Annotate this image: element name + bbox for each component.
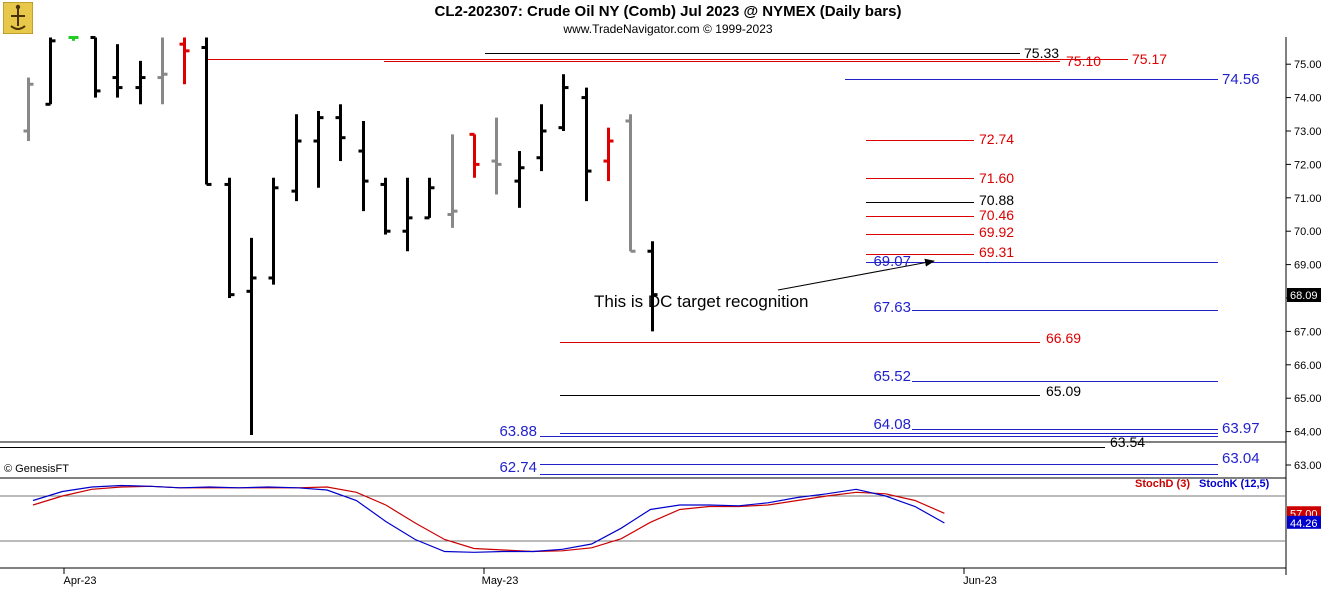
level-label: 71.60	[979, 170, 1014, 186]
price-bar	[224, 177, 235, 298]
level-label: 75.10	[1066, 53, 1101, 69]
price-bar	[514, 151, 525, 208]
level-label: 63.97	[1222, 420, 1260, 437]
y-tick-label: 70.00	[1294, 226, 1322, 238]
trade-navigator-logo	[3, 2, 33, 34]
price-bar	[581, 87, 592, 202]
y-tick-label: 74.00	[1294, 93, 1322, 105]
stochk-value-label: 44.26	[1290, 518, 1318, 530]
level-label: 63.54	[1110, 434, 1145, 450]
y-tick-label: 72.00	[1294, 159, 1322, 171]
price-bar	[23, 77, 34, 142]
y-tick-label: 65.00	[1294, 393, 1322, 405]
price-bar	[335, 104, 346, 162]
level-label: 70.88	[979, 192, 1014, 208]
level-label: 75.33	[1024, 45, 1059, 61]
price-bar	[625, 114, 636, 253]
legend-stochk: StochK (12,5)	[1199, 478, 1270, 490]
price-bar	[647, 241, 658, 332]
price-bar	[558, 74, 569, 131]
chart-subtitle: www.TradeNavigator.com © 1999-2023	[563, 22, 773, 36]
level-label: 65.52	[873, 368, 911, 385]
stochk-value-box	[1287, 515, 1321, 529]
target-levels: 75.33 75.10 75.17 74.56 72.74 71.60 70.8870.46…	[0, 45, 1260, 476]
y-tick-label: 67.00	[1294, 326, 1322, 338]
price-bar	[179, 37, 190, 85]
level-label: 75.17	[1132, 51, 1167, 67]
legend-stochd: StochD (3)	[1135, 478, 1190, 490]
price-bar	[469, 132, 480, 178]
annotation-text: This is DC target recognition	[594, 292, 808, 311]
price-bar	[157, 37, 168, 105]
price-bar	[536, 104, 547, 172]
level-label: 67.63	[873, 299, 911, 316]
price-bar	[380, 177, 391, 235]
last-price-box	[1287, 287, 1321, 302]
x-tick-label: May-23	[482, 575, 519, 587]
level-label: 70.46	[979, 207, 1014, 223]
price-bar	[358, 120, 369, 212]
level-label: 66.69	[1046, 330, 1081, 346]
price-bar	[135, 60, 146, 105]
price-bar	[268, 177, 279, 285]
y-tick-label: 66.00	[1294, 360, 1322, 372]
level-label: 65.09	[1046, 383, 1081, 399]
price-bars	[23, 35, 658, 435]
chart-frame: © GenesisFT	[0, 37, 1287, 575]
stochk-line	[32, 484, 945, 553]
level-label: 63.88	[499, 423, 537, 440]
price-axis: 63.0064.0065.0066.0067.0068.0069.0070.00…	[1286, 59, 1322, 472]
watermark: © GenesisFT	[4, 463, 69, 475]
price-bar	[603, 127, 614, 182]
annotation: This is DC target recognition	[594, 258, 935, 311]
price-bar	[45, 37, 56, 106]
y-tick-label: 69.00	[1294, 260, 1322, 272]
date-axis: Apr-23 May-23 Jun-23	[63, 568, 997, 587]
price-bar	[291, 114, 302, 202]
price-bar	[201, 37, 212, 186]
level-label: 62.74	[499, 459, 537, 476]
level-label: 69.31	[979, 244, 1014, 260]
price-bar	[90, 35, 101, 98]
chart-title: CL2-202307: Crude Oil NY (Comb) Jul 2023…	[434, 3, 902, 20]
level-label: 63.04	[1222, 450, 1260, 467]
price-bar	[424, 177, 435, 220]
last-price-label: 68.09	[1290, 290, 1318, 302]
price-bar	[491, 117, 502, 195]
y-tick-label: 75.00	[1294, 59, 1322, 71]
price-bar	[112, 44, 123, 98]
price-bar	[246, 237, 257, 435]
level-label: 74.56	[1222, 71, 1260, 88]
y-tick-label: 73.00	[1294, 126, 1322, 138]
annotation-arrow	[777, 258, 935, 291]
price-bar	[447, 134, 458, 228]
level-label: 72.74	[979, 131, 1014, 147]
y-tick-label: 71.00	[1294, 193, 1322, 205]
y-tick-label: 63.00	[1294, 460, 1322, 472]
x-tick-label: Jun-23	[963, 575, 997, 587]
level-label: 69.92	[979, 224, 1014, 240]
y-tick-label: 64.00	[1294, 427, 1322, 439]
level-label: 64.08	[873, 416, 911, 433]
price-bar	[68, 35, 79, 41]
level-label: 69.07	[873, 253, 911, 270]
price-bar	[402, 177, 413, 252]
price-bar	[313, 110, 324, 188]
x-tick-label: Apr-23	[63, 575, 96, 587]
